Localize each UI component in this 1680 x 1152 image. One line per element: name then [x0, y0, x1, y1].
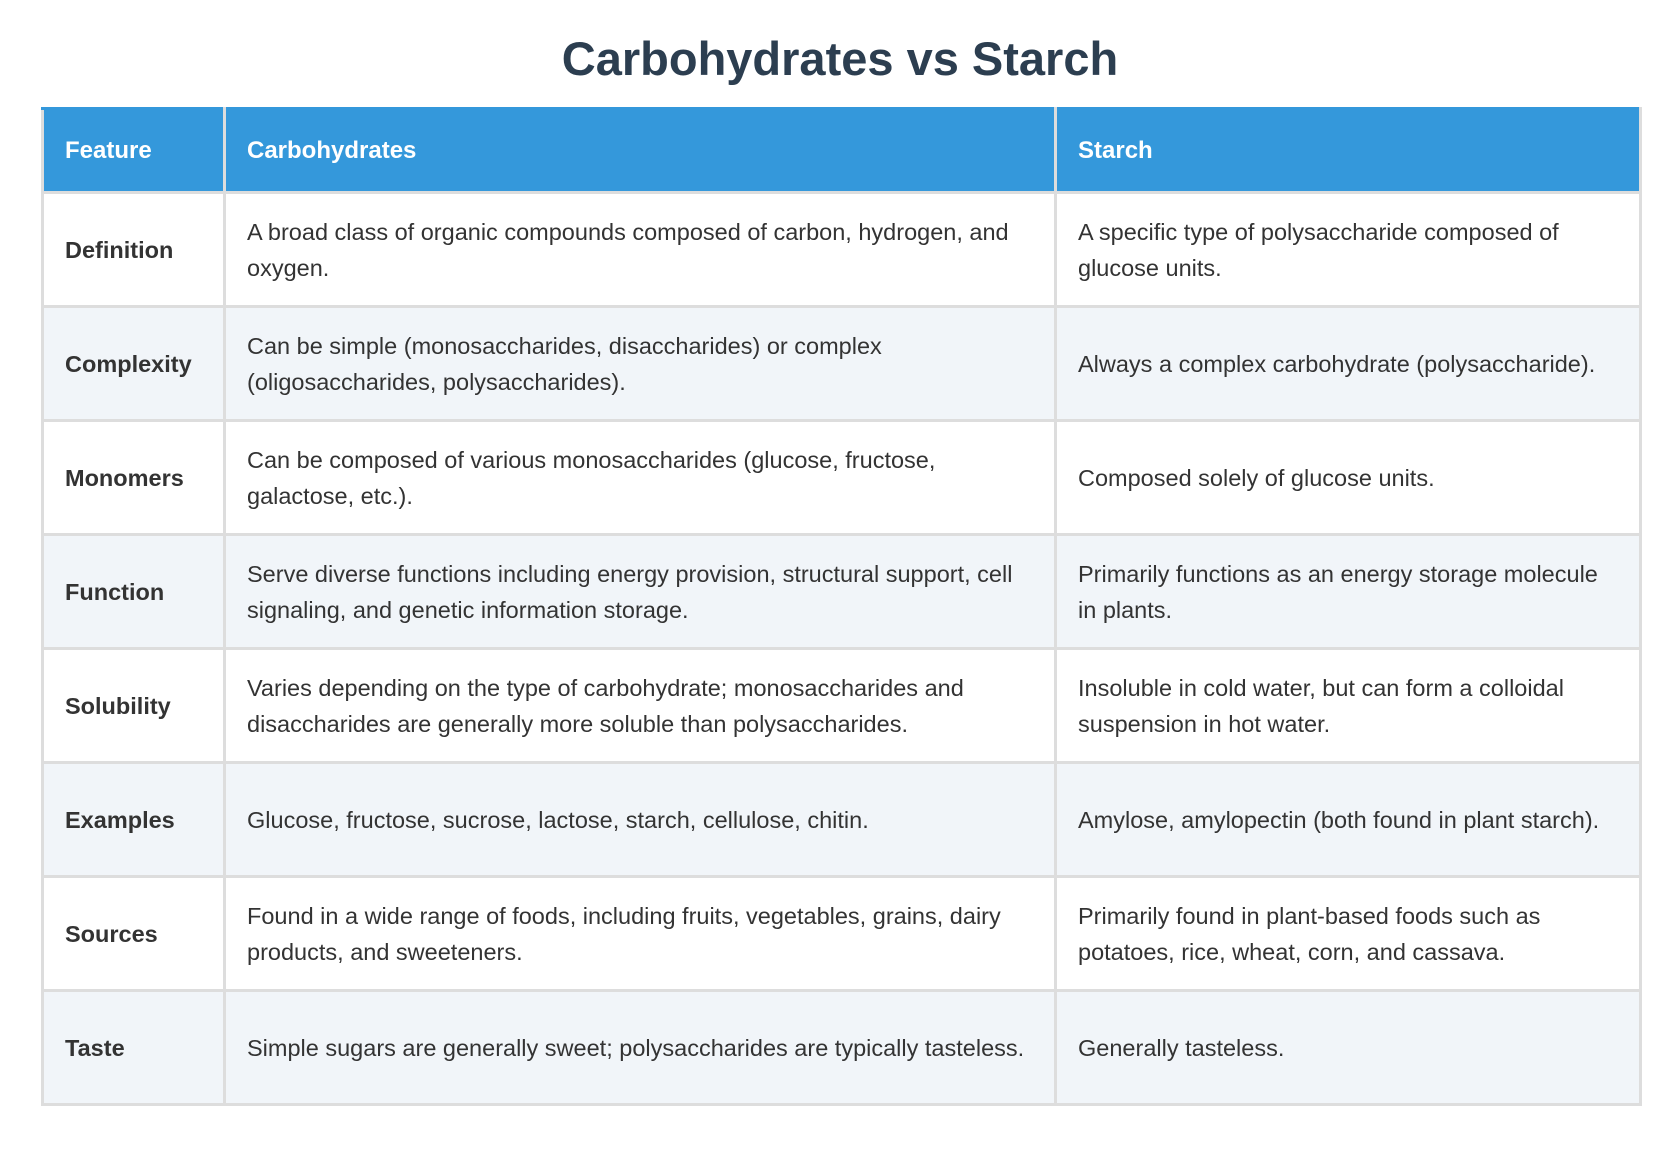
header-row: Feature Carbohydrates Starch — [41, 107, 1642, 194]
header-cell: Feature — [41, 107, 226, 194]
table-row: Function Serve diverse functions includin… — [41, 533, 1642, 650]
data-cell: Glucose, fructose, sucrose, lactose, sta… — [223, 761, 1057, 878]
header-cell: Starch — [1054, 107, 1642, 194]
table-row: Taste Simple sugars are generally sweet; … — [41, 989, 1642, 1106]
data-cell: A broad class of organic compounds compo… — [223, 191, 1057, 308]
data-cell: Always a complex carbohydrate (polysacch… — [1054, 305, 1642, 422]
data-cell: Simple sugars are generally sweet; polys… — [223, 989, 1057, 1106]
data-cell: Generally tasteless. — [1054, 989, 1642, 1106]
feature-cell: Complexity — [41, 305, 226, 422]
table-row: Examples Glucose, fructose, sucrose, lact… — [41, 761, 1642, 878]
feature-cell: Examples — [41, 761, 226, 878]
data-cell: Can be composed of various monosaccharid… — [223, 419, 1057, 536]
table-row: Complexity Can be simple (monosaccharides… — [41, 305, 1642, 422]
feature-cell: Taste — [41, 989, 226, 1106]
feature-cell: Solubility — [41, 647, 226, 764]
data-cell: Can be simple (monosaccharides, disaccha… — [223, 305, 1057, 422]
table-row: Solubility Varies depending on the type o… — [41, 647, 1642, 764]
data-cell: Primarily found in plant-based foods suc… — [1054, 875, 1642, 992]
data-cell: Amylose, amylopectin (both found in plan… — [1054, 761, 1642, 878]
page-title: Carbohydrates vs Starch — [561, 32, 1119, 85]
data-cell: Serve diverse functions including energy… — [223, 533, 1057, 650]
data-cell: Primarily functions as an energy storage… — [1054, 533, 1642, 650]
table-row: Definition A broad class of organic compo… — [41, 191, 1642, 308]
data-cell: Composed solely of glucose units. — [1054, 419, 1642, 536]
feature-cell: Function — [41, 533, 226, 650]
feature-cell: Definition — [41, 191, 226, 308]
data-cell: Found in a wide range of foods, includin… — [223, 875, 1057, 992]
feature-cell: Sources — [41, 875, 226, 992]
header-cell: Carbohydrates — [223, 107, 1057, 194]
table-row: Sources Found in a wide range of foods, i… — [41, 875, 1642, 992]
data-cell: Insoluble in cold water, but can form a … — [1054, 647, 1642, 764]
table-row: Monomers Can be composed of various monos… — [41, 419, 1642, 536]
data-cell: A specific type of polysaccharide compos… — [1054, 191, 1642, 308]
data-cell: Varies depending on the type of carbohyd… — [223, 647, 1057, 764]
comparison-table: Feature Carbohydrates Starch Definition A b… — [41, 107, 1642, 1106]
feature-cell: Monomers — [41, 419, 226, 536]
